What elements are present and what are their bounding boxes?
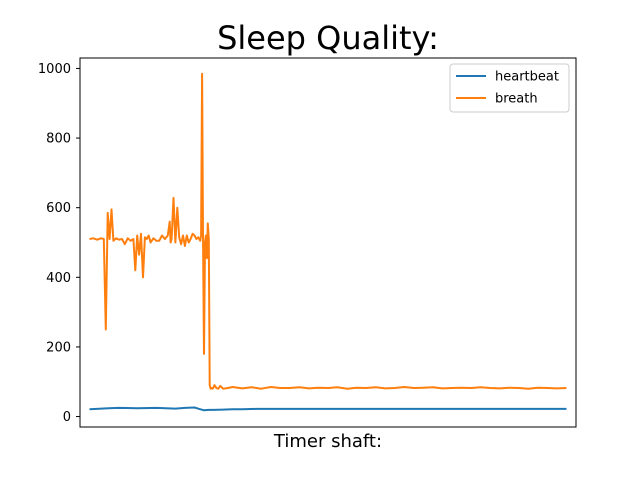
y-tick-label: 1000 [38,62,71,77]
y-axis: 0 200 400 600 800 1000 [38,62,80,425]
chart-title: Sleep Quality: [217,19,439,57]
y-tick-label: 0 [63,410,71,425]
heartbeat-series-line [89,406,567,412]
heartbeat-legend-label: heartbeat [495,70,559,85]
y-tick-label: 200 [46,340,71,355]
breath-series-line [89,72,567,390]
breath-legend-label: breath [495,92,538,107]
series-layer [89,72,567,412]
x-axis-label: Timer shaft: [273,431,382,452]
y-tick-label: 800 [46,132,71,147]
y-tick-label: 400 [46,271,71,286]
y-tick-label: 600 [46,201,71,216]
legend: heartbeat breath [449,63,570,113]
plot-area [79,57,577,428]
